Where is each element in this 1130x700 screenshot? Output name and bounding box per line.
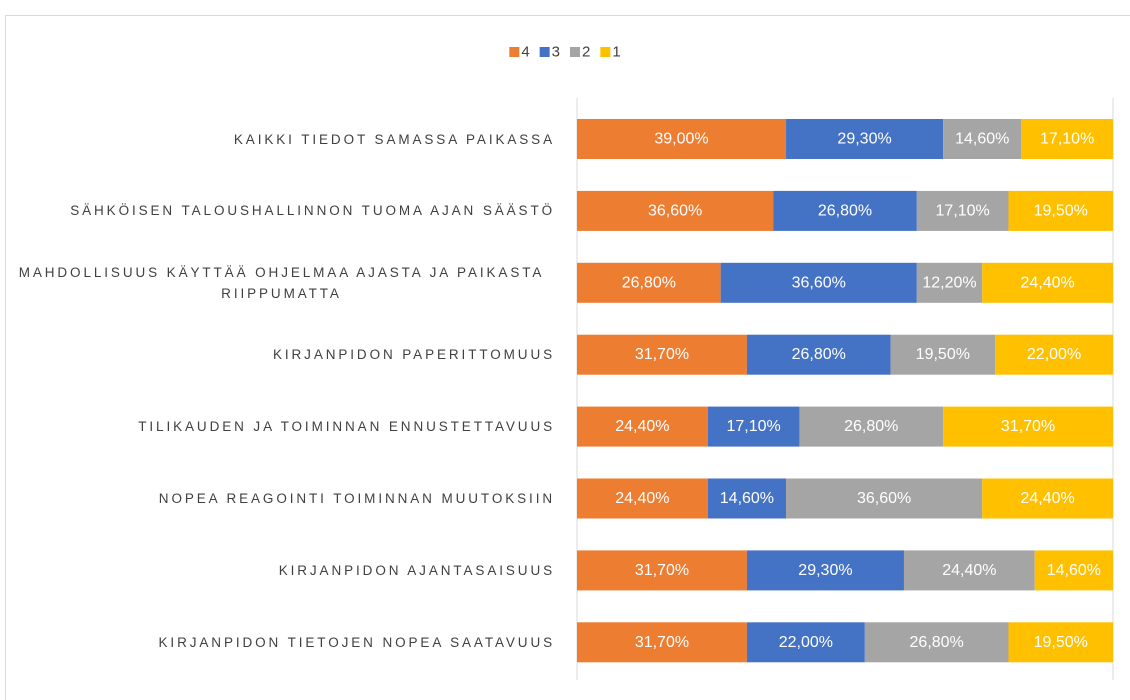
value-label: 19,50% (916, 346, 970, 363)
bar-segment (864, 622, 1009, 663)
bar-segment (577, 119, 787, 159)
value-label: 31,70% (635, 634, 689, 651)
legend-swatch (509, 47, 520, 57)
bar-segment (1008, 622, 1113, 663)
value-label: 24,40% (615, 418, 669, 435)
category-text: KIRJANPIDON AJANTASAISUUS (278, 562, 555, 578)
value-label: 26,80% (622, 274, 676, 291)
value-label: 19,50% (1034, 634, 1088, 651)
category-text: NOPEA REAGOINTI TOIMINNAN MUUTOKSIIN (158, 491, 555, 506)
bar-segment (746, 334, 891, 375)
bar-segment (746, 550, 904, 591)
value-label: 26,80% (792, 346, 846, 363)
bar-segment (577, 478, 708, 519)
bar-segment (577, 406, 708, 447)
category-label: NOPEA REAGOINTI TOIMINNAN MUUTOKSIIN (8, 488, 555, 509)
value-label: 24,40% (1020, 490, 1074, 507)
value-label: 14,60% (955, 131, 1009, 148)
bar-segment (982, 262, 1113, 303)
bar-segment (1008, 190, 1113, 231)
value-label: 26,80% (818, 202, 872, 219)
bar-segment (577, 190, 774, 231)
value-label: 17,10% (726, 418, 780, 435)
value-label: 19,50% (1034, 202, 1088, 219)
category-label: KAIKKI TIEDOT SAMASSA PAIKASSA (8, 129, 555, 150)
value-label: 24,40% (942, 562, 996, 579)
value-label: 36,60% (857, 490, 911, 507)
bar-segment (746, 622, 865, 663)
value-label: 29,30% (798, 562, 852, 579)
value-label: 36,60% (648, 202, 702, 219)
legend-label: 3 (552, 44, 560, 61)
value-label: 14,60% (1047, 562, 1101, 579)
value-label: 24,40% (1020, 274, 1074, 291)
category-label: KIRJANPIDON AJANTASAISUUS (8, 560, 555, 581)
bar-segment (1034, 550, 1113, 591)
value-label: 31,70% (1001, 418, 1055, 435)
category-label: SÄHKÖISEN TALOUSHALLINNON TUOMA AJAN SÄÄ… (8, 200, 555, 221)
chart-frame (5, 15, 1130, 700)
category-text: KAIKKI TIEDOT SAMASSA PAIKASSA (233, 131, 555, 147)
bar-segment (916, 190, 1009, 231)
value-label: 22,00% (779, 634, 833, 651)
category-label: MAHDOLLISUUS KÄYTTÄÄ OHJELMAA AJASTA JA … (8, 262, 555, 304)
category-label: KIRJANPIDON TIETOJEN NOPEA SAATAVUUS (8, 632, 555, 653)
legend-swatch (570, 47, 580, 57)
value-label: 17,10% (1040, 131, 1094, 148)
value-label: 29,30% (837, 131, 891, 148)
bar-segment (890, 334, 996, 375)
legend-swatch (600, 47, 611, 57)
value-label: 12,20% (922, 274, 976, 291)
category-text: KIRJANPIDON PAPERITTOMUUS (272, 347, 555, 363)
value-label: 31,70% (635, 562, 689, 579)
category-text: KIRJANPIDON TIETOJEN NOPEA SAATAVUUS (158, 634, 555, 650)
bar-segment (720, 262, 917, 303)
bar-segment (577, 262, 721, 303)
value-label: 24,40% (615, 490, 669, 507)
legend-label: 1 (612, 44, 620, 61)
bar-segment (995, 334, 1113, 375)
value-label: 22,00% (1027, 346, 1081, 363)
bar-segment (903, 550, 1035, 591)
bar-segment (773, 190, 917, 231)
legend-label: 2 (582, 44, 590, 61)
value-label: 39,00% (654, 131, 708, 148)
bar-segment (1021, 119, 1113, 159)
bar-segment (943, 406, 1113, 447)
category-text: MAHDOLLISUUS KÄYTTÄÄ OHJELMAA AJASTA JA … (18, 264, 545, 301)
bar-segment (786, 119, 944, 159)
legend-swatch (539, 47, 550, 57)
bar-segment (786, 478, 983, 519)
bar-segment (982, 478, 1113, 519)
bar-segment (577, 550, 747, 591)
value-label: 36,60% (792, 274, 846, 291)
bar-segment (916, 262, 983, 303)
value-label: 14,60% (720, 490, 774, 507)
bar-segment (577, 622, 747, 663)
legend: 4 3 2 1 (509, 44, 621, 61)
category-label: TILIKAUDEN JA TOIMINNAN ENNUSTETTAVUUS (8, 416, 555, 437)
legend-label: 4 (521, 44, 529, 61)
bar-segment (799, 406, 944, 447)
bar-segment (707, 406, 800, 447)
category-label: KIRJANPIDON PAPERITTOMUUS (8, 344, 555, 365)
category-text: TILIKAUDEN JA TOIMINNAN ENNUSTETTAVUUS (138, 419, 555, 435)
bar-segment (943, 119, 1022, 159)
category-text: SÄHKÖISEN TALOUSHALLINNON TUOMA AJAN SÄÄ… (70, 203, 555, 219)
value-label: 17,10% (936, 202, 990, 219)
value-label: 26,80% (910, 634, 964, 651)
value-label: 31,70% (635, 346, 689, 363)
bar-segment (707, 478, 787, 519)
bar-segment (577, 334, 747, 375)
value-label: 26,80% (844, 418, 898, 435)
